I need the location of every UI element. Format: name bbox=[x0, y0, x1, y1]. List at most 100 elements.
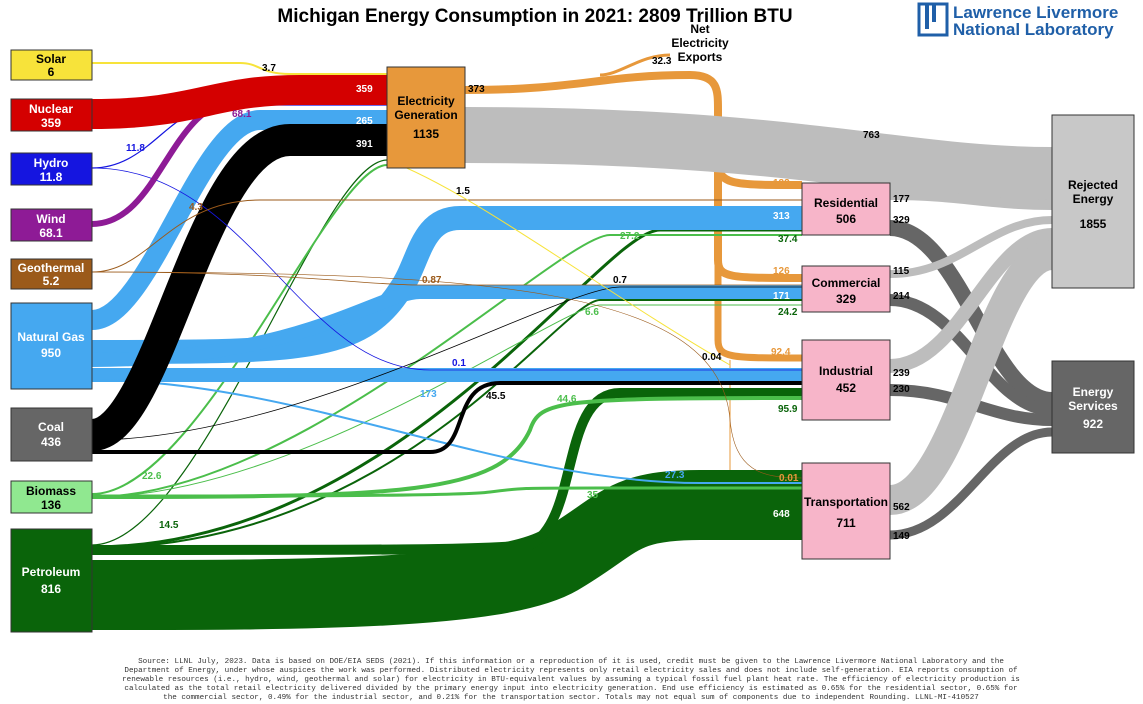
flow-trans-services bbox=[889, 427, 1053, 540]
net-exports-label: Net Electricity Exports bbox=[671, 22, 729, 64]
source-wind-name: Wind bbox=[36, 212, 65, 226]
flow-gas-elec bbox=[90, 110, 387, 330]
electricity-value: 1135 bbox=[413, 127, 439, 141]
flow-geo-res bbox=[91, 199, 802, 273]
flow-elec-ind bbox=[714, 250, 803, 362]
rejected-line-2: Energy bbox=[1073, 192, 1114, 206]
sector-commercial: Commercial 329 bbox=[801, 265, 891, 313]
source-geothermal: Geothermal 5.2 bbox=[10, 258, 93, 290]
flow-res-services bbox=[889, 220, 1054, 408]
services-line-2: Services bbox=[1068, 399, 1118, 413]
flow-label-elec-com: 126 bbox=[773, 266, 790, 277]
electricity-generation: Electricity Generation 1135 bbox=[386, 66, 466, 169]
flow-labels: 3.7 359 68.1 11.8 265 391 373 32.3 763 1… bbox=[126, 56, 910, 542]
flow-label-hydro-ind: 0.1 bbox=[452, 358, 466, 369]
source-coal-value: 436 bbox=[41, 435, 61, 449]
sector-transportation-value: 711 bbox=[836, 516, 856, 530]
source-biomass: Biomass 136 bbox=[10, 480, 93, 514]
flow-label-gas-res: 313 bbox=[773, 211, 790, 222]
footnote: Source: LLNL July, 2023. Data is based o… bbox=[122, 658, 1020, 702]
flow-label-hydro-elec: 11.8 bbox=[126, 143, 145, 154]
llnl-logo: Lawrence Livermore National Laboratory bbox=[917, 2, 1118, 39]
source-solar-name: Solar bbox=[36, 52, 66, 66]
flow-bio-res bbox=[91, 234, 802, 498]
flow-label-gas-elec: 265 bbox=[356, 116, 373, 127]
flow-label-trans-services: 149 bbox=[893, 531, 910, 542]
flow-label-geo-com: 0.87 bbox=[422, 275, 442, 286]
source-natural-gas-name: Natural Gas bbox=[17, 330, 85, 344]
flow-label-bio-ind: 44.6 bbox=[557, 394, 577, 405]
sector-residential-value: 506 bbox=[836, 212, 856, 226]
sector-industrial: Industrial 452 bbox=[801, 339, 891, 421]
footnote-line-5: the commercial sector, 0.49% for the ind… bbox=[163, 694, 979, 702]
source-boxes: Solar 6 Nuclear 359 Hydro 11.8 Wind 68.1… bbox=[10, 49, 93, 633]
source-wind-value: 68.1 bbox=[39, 226, 63, 240]
flow-solar-elec bbox=[92, 62, 387, 75]
sector-commercial-value: 329 bbox=[836, 292, 856, 306]
sector-industrial-value: 452 bbox=[836, 381, 856, 395]
exports-line-2: Electricity bbox=[671, 36, 729, 50]
source-hydro-name: Hydro bbox=[34, 156, 69, 170]
flow-bio-ind bbox=[91, 396, 803, 499]
flow-label-elec-res: 122 bbox=[773, 178, 790, 189]
services-line-1: Energy bbox=[1073, 385, 1114, 399]
source-geothermal-value: 5.2 bbox=[43, 274, 60, 288]
flow-label-elec-trans: 0.01 bbox=[779, 473, 799, 484]
source-biomass-value: 136 bbox=[41, 498, 61, 512]
sector-transportation-name: Transportation bbox=[804, 495, 888, 509]
flow-label-ind-rejected: 239 bbox=[893, 368, 910, 379]
exports-line-3: Exports bbox=[678, 50, 723, 64]
flow-label-gas-trans: 27.3 bbox=[665, 470, 685, 481]
source-coal: Coal 436 bbox=[10, 407, 93, 462]
source-wind: Wind 68.1 bbox=[10, 208, 93, 242]
flow-geo-trans bbox=[91, 271, 803, 479]
flow-label-pet-ind: 95.9 bbox=[778, 404, 798, 415]
source-petroleum: Petroleum 816 bbox=[10, 528, 93, 633]
flow-label-wind-elec: 68.1 bbox=[232, 109, 252, 120]
flow-label-bio-elec: 22.6 bbox=[142, 471, 162, 482]
flow-solar-ind bbox=[386, 159, 731, 366]
logo-line-1: Lawrence Livermore bbox=[953, 3, 1118, 22]
footnote-line-3: renewable resources (i.e., hydro, wind, … bbox=[122, 676, 1020, 684]
flow-label-pet-com: 24.2 bbox=[778, 307, 798, 318]
flow-label-exports: 32.3 bbox=[652, 56, 672, 67]
flow-label-geo-res: 4.3 bbox=[189, 202, 203, 213]
flow-elec-res bbox=[464, 71, 803, 189]
flow-res-rejected bbox=[889, 190, 1053, 210]
source-nuclear-value: 359 bbox=[41, 116, 61, 130]
footnote-line-4: calculated as the total retail electrici… bbox=[124, 685, 1017, 693]
footnote-line-2: Department of Energy, under whose auspic… bbox=[124, 667, 1018, 675]
source-petroleum-name: Petroleum bbox=[22, 565, 81, 579]
source-solar-value: 6 bbox=[48, 65, 55, 79]
source-geothermal-name: Geothermal bbox=[18, 261, 85, 275]
flow-coal-ind bbox=[92, 381, 802, 454]
flow-label-res-rejected: 177 bbox=[893, 194, 910, 205]
flow-label-solar-other: 1.5 bbox=[456, 186, 470, 197]
flow-bio-elec bbox=[91, 164, 388, 495]
sector-residential: Residential 506 bbox=[801, 182, 891, 236]
sector-industrial-name: Industrial bbox=[819, 364, 873, 378]
flow-label-nuclear-elec: 359 bbox=[356, 84, 373, 95]
flow-elec-exports bbox=[599, 53, 671, 77]
flow-label-com-rejected: 115 bbox=[893, 266, 910, 277]
flow-pet-com bbox=[91, 299, 802, 549]
flow-label-coal-elec: 391 bbox=[356, 139, 373, 150]
sector-transportation: Transportation 711 bbox=[801, 462, 891, 560]
exports-line-1: Net bbox=[690, 22, 709, 36]
source-biomass-name: Biomass bbox=[26, 484, 76, 498]
sector-commercial-name: Commercial bbox=[812, 276, 881, 290]
flow-geo-com bbox=[91, 271, 802, 286]
flow-label-bio-res: 27.2 bbox=[620, 231, 640, 242]
footnote-line-1: Source: LLNL July, 2023. Data is based o… bbox=[138, 658, 1004, 666]
chart-title: Michigan Energy Consumption in 2021: 280… bbox=[277, 6, 792, 27]
source-coal-name: Coal bbox=[38, 420, 64, 434]
llnl-logo-bar-2 bbox=[932, 4, 936, 22]
flow-coal-elec bbox=[89, 124, 387, 451]
flow-label-ind-services: 230 bbox=[893, 384, 910, 395]
rejected-value: 1855 bbox=[1080, 217, 1107, 231]
flow-bio-com bbox=[91, 304, 802, 498]
sector-residential-name: Residential bbox=[814, 196, 878, 210]
flow-label-res-services: 329 bbox=[893, 215, 910, 226]
electricity-line-1: Electricity bbox=[397, 94, 455, 108]
